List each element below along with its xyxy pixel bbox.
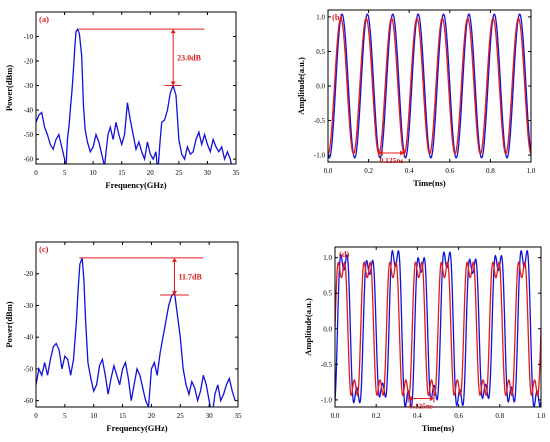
x-tick-label-c-1: 5	[63, 412, 67, 420]
x-tick-label-d-5: 1.0	[537, 412, 546, 420]
panel-label-b: (b)	[332, 12, 343, 22]
x-tick-label-c-2: 10	[90, 412, 98, 420]
y-axis-label-b: Amplitude(a.u.)	[296, 57, 306, 115]
x-tick-label-c-6: 30	[206, 412, 214, 420]
y-tick-label-c-3: -50	[24, 365, 34, 373]
y-tick-label-a-3: -40	[24, 107, 34, 115]
y-tick-label-a-2: -30	[24, 82, 34, 90]
y-tick-label-a-0: -10	[24, 33, 34, 41]
chart-panel-d: 0.0 0.2 0.4 0.6 0.8 1.0 1.0 0.5 0.0 -0.5 -1.0 Time(…	[303, 246, 546, 433]
x-axis-label-d: Time(ns)	[422, 423, 455, 433]
x-axis-label-c: Frequency(GHz)	[106, 423, 167, 433]
y-tick-label-b-2: 0.0	[316, 83, 325, 91]
x-tick-label-c-3: 15	[119, 412, 127, 420]
x-axis-label-b: Time(ns)	[413, 178, 446, 188]
y-tick-label-b-0: 1.0	[316, 13, 325, 21]
x-tick-label-a-2: 10	[90, 169, 98, 177]
y-tick-label-b-1: 0.5	[316, 48, 325, 56]
y-tick-label-c-0: -20	[24, 270, 34, 278]
x-tick-label-a-0: 0	[34, 169, 38, 177]
chart-panel-c: 0 5 10 15 20 25 30 35 -20 -30 -40 -50 -60 Frequency(G…	[4, 241, 243, 433]
y-tick-label-c-1: -30	[24, 302, 34, 310]
x-tick-label-c-4: 20	[148, 412, 156, 420]
y-tick-label-a-4: -50	[24, 131, 34, 139]
annotation-arrowhead-down-c	[172, 290, 178, 295]
y-tick-label-b-4: -1.0	[314, 152, 326, 160]
series-line-b-2	[328, 17, 531, 155]
x-tick-label-a-6: 30	[204, 169, 212, 177]
x-tick-label-d-4: 0.8	[495, 412, 504, 420]
x-tick-label-c-0: 0	[34, 412, 38, 420]
series-line-a-1	[36, 27, 232, 164]
y-tick-label-d-0: 1.0	[323, 254, 332, 262]
annotation-arrowhead-up-a	[170, 29, 176, 34]
y-tick-label-d-2: 0.0	[323, 325, 332, 333]
annotation-arrowhead-up-c	[172, 257, 178, 262]
annotation-arrowhead-right-d	[429, 395, 434, 401]
annotation-label-b: 0.125ns	[379, 156, 403, 165]
y-axis-label-c: Power(dBm)	[4, 301, 14, 347]
chart-panel-a: 0 5 10 15 20 25 30 35 -10 -20 -30 -40 -50 -60 Frequenc…	[4, 11, 241, 190]
x-tick-label-a-1: 5	[63, 169, 67, 177]
y-tick-label-c-4: -60	[24, 397, 34, 405]
x-tick-label-a-5: 25	[175, 169, 183, 177]
series-line-b-1	[328, 13, 531, 159]
x-tick-label-d-3: 0.6	[454, 412, 463, 420]
panel-label-d: (d)	[339, 249, 350, 259]
annotation-arrowhead-left-d	[408, 395, 413, 401]
y-tick-label-c-2: -40	[24, 334, 34, 342]
y-axis-label-d: Amplitude(a.u.)	[303, 298, 313, 356]
x-tick-label-a-7: 35	[233, 169, 241, 177]
x-axis-label-a: Frequency(GHz)	[105, 180, 166, 190]
x-tick-label-b-4: 0.8	[486, 167, 495, 175]
x-tick-label-c-7: 35	[235, 412, 243, 420]
y-tick-label-b-3: -0.5	[314, 117, 326, 125]
annotation-arrowhead-down-a	[170, 81, 176, 86]
plot-frame-a	[35, 11, 237, 165]
x-tick-label-b-1: 0.2	[364, 167, 373, 175]
y-tick-label-d-3: -0.5	[321, 361, 333, 369]
series-line-c-1	[36, 257, 236, 407]
annotation-arrowhead-left-b	[378, 150, 383, 156]
x-tick-label-b-0: 0.0	[324, 167, 333, 175]
plot-frame-d	[334, 246, 542, 408]
series-line-d-1	[335, 249, 541, 407]
y-axis-label-a: Power(dBm)	[4, 65, 14, 111]
x-tick-label-b-2: 0.4	[405, 167, 414, 175]
y-tick-label-d-4: -1.0	[321, 396, 333, 404]
x-tick-label-b-5: 1.0	[527, 167, 536, 175]
chart-panel-b: 0.0 0.2 0.4 0.6 0.8 1.0 1.0 0.5 0.0 -0.5 -1.0 Time(…	[296, 9, 536, 188]
y-tick-label-a-1: -20	[24, 58, 34, 66]
x-tick-label-d-2: 0.4	[413, 412, 422, 420]
y-tick-label-d-1: 0.5	[323, 290, 332, 298]
panel-label-c: (c)	[39, 244, 49, 254]
x-tick-label-d-0: 0.0	[331, 412, 340, 420]
x-tick-label-d-1: 0.2	[372, 412, 381, 420]
x-tick-label-b-3: 0.6	[445, 167, 454, 175]
x-tick-label-a-4: 20	[147, 169, 155, 177]
x-tick-label-a-3: 15	[118, 169, 126, 177]
annotation-arrowhead-right-b	[400, 150, 405, 156]
annotation-label-d: 0.125ns	[409, 401, 433, 410]
plot-frame-c	[35, 241, 239, 408]
panel-label-a: (a)	[39, 14, 49, 24]
x-tick-label-c-5: 25	[177, 412, 185, 420]
annotation-label-a: 23.0dB	[177, 53, 201, 62]
annotation-label-c: 11.7dB	[179, 272, 203, 281]
series-line-d-2	[335, 261, 541, 397]
y-tick-label-a-5: -60	[24, 156, 34, 164]
